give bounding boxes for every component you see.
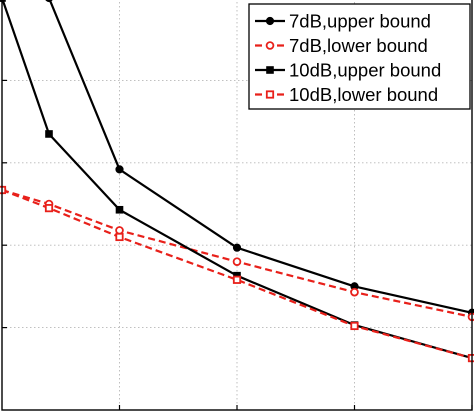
legend-label-2: 10dB,upper bound [289,60,441,81]
series-3-point-4 [350,321,359,331]
legend-marker-0 [265,16,275,26]
legend-marker-3 [265,90,275,99]
series-0-point-1 [45,0,53,3]
series-0 [0,0,474,317]
legend: 7dB,upper bound 7dB,lower bound 10dB,upper… [248,3,471,110]
series-2-point-1 [45,130,53,138]
legend-item-3: 10dB,lower bound [255,84,438,105]
series-0-point-2 [115,165,124,174]
series-0-point-3 [232,243,242,252]
series-line-1 [1,188,473,318]
legend-box [248,3,471,110]
series-line-0 [48,0,473,314]
series-1-point-5 [467,312,474,322]
series-3-point-2 [115,232,124,242]
series-2-point-2 [115,205,124,214]
legend-label-0: 7dB,upper bound [289,11,431,32]
series-3-point-1 [44,204,54,213]
legend-item-2: 10dB,upper bound [255,60,441,81]
series-layer [0,0,474,363]
series-1-point-3 [232,257,242,266]
legend-label-3: 10dB,lower bound [289,84,438,105]
series-line-3 [1,188,473,360]
legend-label-1: 7dB,lower bound [289,35,428,56]
series-1-point-4 [350,287,359,297]
legend-marker-1 [265,41,275,50]
series-1-point-2 [115,226,124,235]
legend-item-1: 7dB,lower bound [255,35,428,56]
legend-item-0: 7dB,upper bound [255,11,431,32]
series-3-point-3 [232,275,242,284]
legend-marker-2 [266,66,274,74]
